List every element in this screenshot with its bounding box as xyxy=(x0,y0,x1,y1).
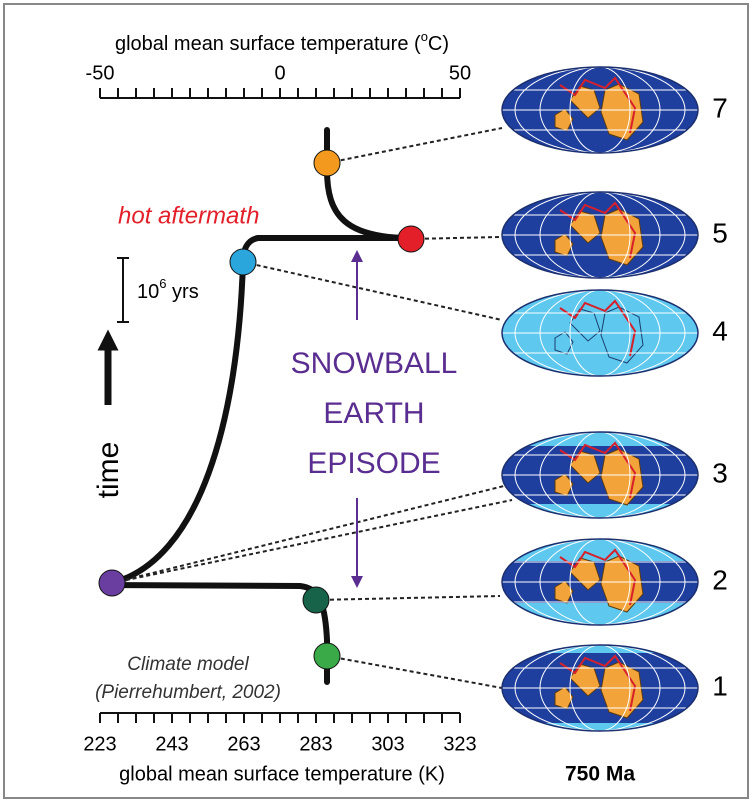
episode-line: EARTH xyxy=(323,397,424,430)
figure: -50050223243263283303323 global mean sur… xyxy=(0,0,752,802)
globe-label: 2 xyxy=(712,564,728,595)
bottom-tick-label: 243 xyxy=(155,733,188,755)
top-tick-label: 0 xyxy=(274,62,285,84)
bottom-tick-label: 303 xyxy=(371,733,404,755)
scale-label: 106 yrs xyxy=(137,276,199,303)
bottom-tick-label: 283 xyxy=(299,733,332,755)
globe-label: 4 xyxy=(712,315,728,346)
time-label: time xyxy=(92,442,125,499)
top-axis-title: global mean surface temperature (oC) xyxy=(115,29,449,55)
bottom-tick-label: 223 xyxy=(83,733,116,755)
bottom-tick-label: 323 xyxy=(443,733,476,755)
globe-label: 3 xyxy=(712,457,728,488)
globe-label: 5 xyxy=(712,217,728,248)
top-tick-label: 50 xyxy=(449,62,471,84)
bottom-tick-label: 263 xyxy=(227,733,260,755)
globe-label: 1 xyxy=(712,670,728,701)
top-tick-label: -50 xyxy=(86,62,115,84)
bottom-axis-title: global mean surface temperature (K) xyxy=(119,763,445,785)
episode-line: EPISODE xyxy=(307,447,440,480)
page: -50050223243263283303323 global mean sur… xyxy=(0,0,752,802)
credit-line: Climate model xyxy=(127,654,249,675)
episode-line: SNOWBALL xyxy=(291,347,458,380)
caption: 750 Ma xyxy=(565,763,635,786)
credit-line: (Pierrehumbert, 2002) xyxy=(95,682,281,703)
hot-aftermath: hot aftermath xyxy=(118,202,259,229)
globe-label: 7 xyxy=(712,92,728,123)
